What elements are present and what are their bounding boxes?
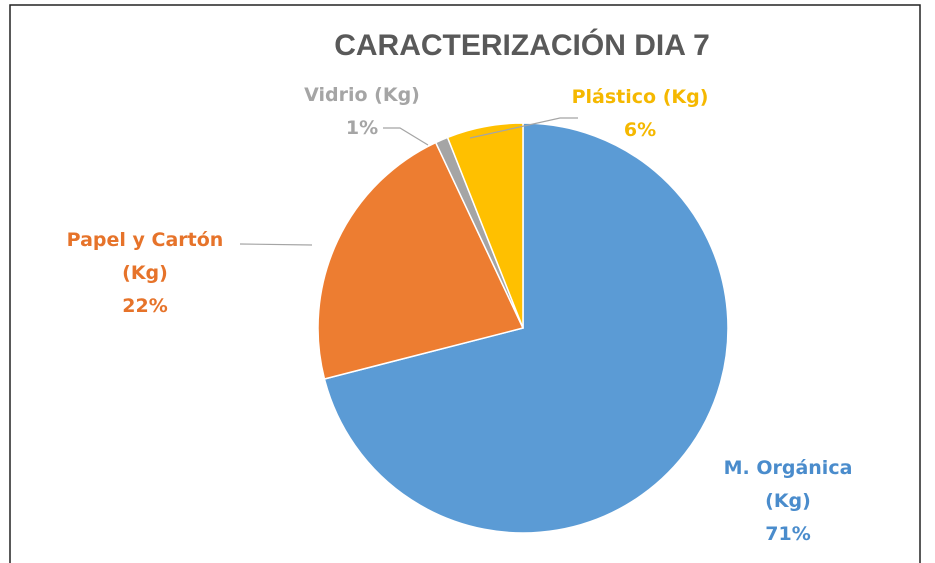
- category-label: Papel y Cartón (Kg): [66, 229, 224, 284]
- value-label: 6%: [623, 119, 657, 141]
- leader-line: [383, 127, 429, 146]
- slice-label: Vidrio (Kg) 1%: [282, 79, 442, 145]
- category-label: Vidrio (Kg): [304, 84, 420, 106]
- value-label: 1%: [345, 117, 379, 139]
- slice-label: Papel y Cartón (Kg) 22%: [50, 224, 240, 323]
- leader-line: [239, 243, 313, 246]
- slice-label: M. Orgánica (Kg) 71%: [718, 452, 858, 551]
- pie-slice: [323, 122, 729, 534]
- leader-line: [469, 117, 578, 139]
- category-label: M. Orgánica (Kg): [723, 457, 853, 512]
- pie-slice: [446, 122, 524, 329]
- value-label: 71%: [765, 523, 811, 545]
- pie-slice: [317, 141, 525, 380]
- chart-title: CARACTERIZACIÓN DIA 7: [334, 28, 710, 62]
- category-label: Plástico (Kg): [571, 86, 709, 108]
- pie: [317, 122, 729, 534]
- slice-label: Plástico (Kg) 6%: [550, 81, 730, 147]
- value-label: 22%: [122, 295, 168, 317]
